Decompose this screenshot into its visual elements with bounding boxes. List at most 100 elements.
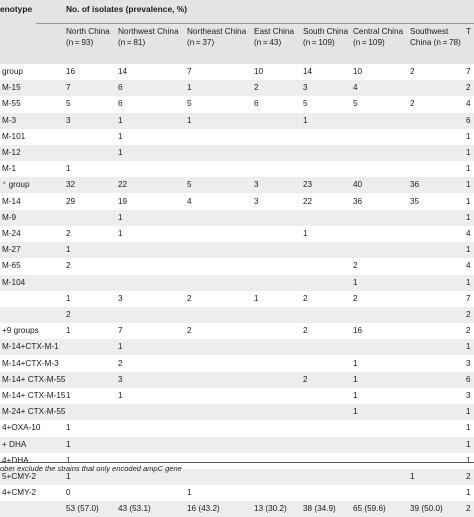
table-cell: 1 (466, 131, 471, 141)
table-row: M-27 1 1 (0, 242, 474, 259)
column-header-name: East China (254, 27, 295, 36)
table-cell: 1 (118, 148, 123, 157)
table-cell: 0 (66, 488, 71, 498)
table-cell: 16 (66, 67, 76, 76)
table-cell: 1 (466, 455, 471, 465)
row-label: M-55 (2, 99, 21, 109)
table-cell: 22 (303, 196, 313, 206)
row-label: 4+CMY-2 (2, 488, 37, 498)
table-cell: 7 (118, 326, 123, 336)
table-cell: 36 (353, 196, 363, 206)
table-row: 53 (57.0) 43 (53.1) 16 (43.2) 13 (30.2) 38 (… (0, 501, 474, 517)
table-cell: 2 (466, 310, 471, 319)
table-cell: 1 (66, 326, 71, 336)
table-row: 4+DHA 1 1 (0, 453, 474, 469)
table-cell: 1 (66, 164, 71, 174)
table-row: ⁺ group 32 22 5 3 23 40 36 1 (0, 177, 474, 194)
table-cell: 22 (118, 180, 128, 190)
table-cell: 1 (254, 293, 259, 303)
header-rule (36, 23, 474, 24)
table-cell: 2 (66, 229, 71, 238)
table-cell: 2 (187, 293, 192, 303)
table-cell: 14 (118, 67, 128, 76)
row-label: M-14+CTX-M-1 (2, 342, 59, 352)
table-cell: 16 (43.2) (187, 504, 220, 514)
table-cell: 5 (303, 99, 308, 109)
table-row: M-101 1 1 (0, 129, 474, 145)
column-header-name: Southwest (410, 27, 449, 36)
table-row: M-104 1 1 (0, 274, 474, 291)
table-cell: 2 (466, 83, 471, 93)
table-cell: 16 (353, 326, 363, 336)
table-cell: 7 (187, 67, 192, 76)
table-cell: 1 (466, 423, 471, 433)
table-cell: 1 (187, 115, 192, 125)
table-row: +9 groups 1 7 2 2 16 2 (0, 323, 474, 339)
table-cell: 1 (353, 277, 358, 287)
table-row: M-15 7 6 1 2 3 4 2 (0, 80, 474, 97)
table-cell: 1 (466, 407, 471, 417)
column-header-name: Northeast China (187, 27, 247, 36)
table-cell: 1 (118, 115, 123, 125)
table-header: enotype No. of isolates (prevalence, %) … (0, 0, 474, 64)
table-cell: 1 (466, 196, 471, 206)
row-label: M-24+ CTX-M-55 (2, 407, 66, 417)
row-label: M-24 (2, 229, 21, 238)
table-row: M-24 2 1 1 4 (0, 226, 474, 242)
table-cell: 23 (303, 180, 313, 190)
table-cell: 1 (66, 391, 71, 400)
table-cell: 65 (59.6) (353, 504, 386, 514)
genotype-column-header: enotype (0, 4, 33, 14)
column-header-n: (n = 109) (303, 38, 335, 47)
table-cell: 43 (53.1) (118, 504, 151, 514)
table-cell: 1 (466, 212, 471, 222)
column-header-n: (n = 109) (353, 38, 385, 47)
table-cell: 1 (466, 148, 471, 157)
table-cell: 1 (118, 391, 123, 400)
row-label: +9 groups (2, 326, 39, 336)
table-row: group 16 14 7 10 14 10 2 7 (0, 64, 474, 80)
row-label: M-101 (2, 131, 26, 141)
table-cell: 3 (466, 358, 471, 368)
column-header-name: Central China (353, 27, 404, 36)
table-cell: 2 (118, 358, 123, 368)
table-cell: 35 (410, 196, 420, 206)
table-row: M-24+ CTX-M-55 1 1 (0, 404, 474, 421)
table-cell: 2 (303, 326, 308, 336)
table-cell: 1 (187, 488, 192, 498)
table-cell: 3 (118, 374, 123, 384)
table-cell: 4 (187, 196, 192, 206)
column-header-name: South China (303, 27, 349, 36)
column-header-name: North China (66, 27, 110, 36)
row-label: M-15 (2, 83, 21, 93)
row-label: M-104 (2, 277, 26, 287)
column-header-n: (n = 43) (254, 38, 282, 47)
table-cell: 10 (353, 67, 363, 76)
table-cell: 4 (466, 99, 471, 109)
column-header-name: Northwest China (118, 27, 179, 36)
table-cell: 1 (66, 439, 71, 449)
table-row: M-14+ CTX-M-15 1 1 1 3 (0, 388, 474, 404)
table-row: M-55 5 6 5 6 5 5 2 4 (0, 96, 474, 112)
table-cell: 5 (66, 99, 71, 109)
table-cell: 36 (410, 180, 420, 190)
table-bottom-rule (0, 462, 474, 463)
group-header: No. of isolates (prevalence, %) (66, 4, 188, 14)
table-cell: 6 (254, 99, 259, 109)
table-cell: 1 (118, 212, 123, 222)
table-cell: 1 (303, 229, 308, 238)
table-cell: 3 (66, 115, 71, 125)
table-cell: 29 (66, 196, 76, 206)
row-label: 4+OXA-10 (2, 423, 41, 433)
table-cell: 5 (187, 180, 192, 190)
table-cell: 1 (187, 83, 192, 93)
table-cell: 3 (254, 180, 259, 190)
table-cell: 3 (118, 293, 123, 303)
table-row: M-1 1 1 (0, 161, 474, 177)
table-cell: 39 (50.0) (410, 504, 443, 514)
table-cell: 32 (66, 180, 76, 190)
table-cell: 2 (303, 374, 308, 384)
table-cell: 2 (66, 261, 71, 271)
table-cell: 5 (353, 99, 358, 109)
